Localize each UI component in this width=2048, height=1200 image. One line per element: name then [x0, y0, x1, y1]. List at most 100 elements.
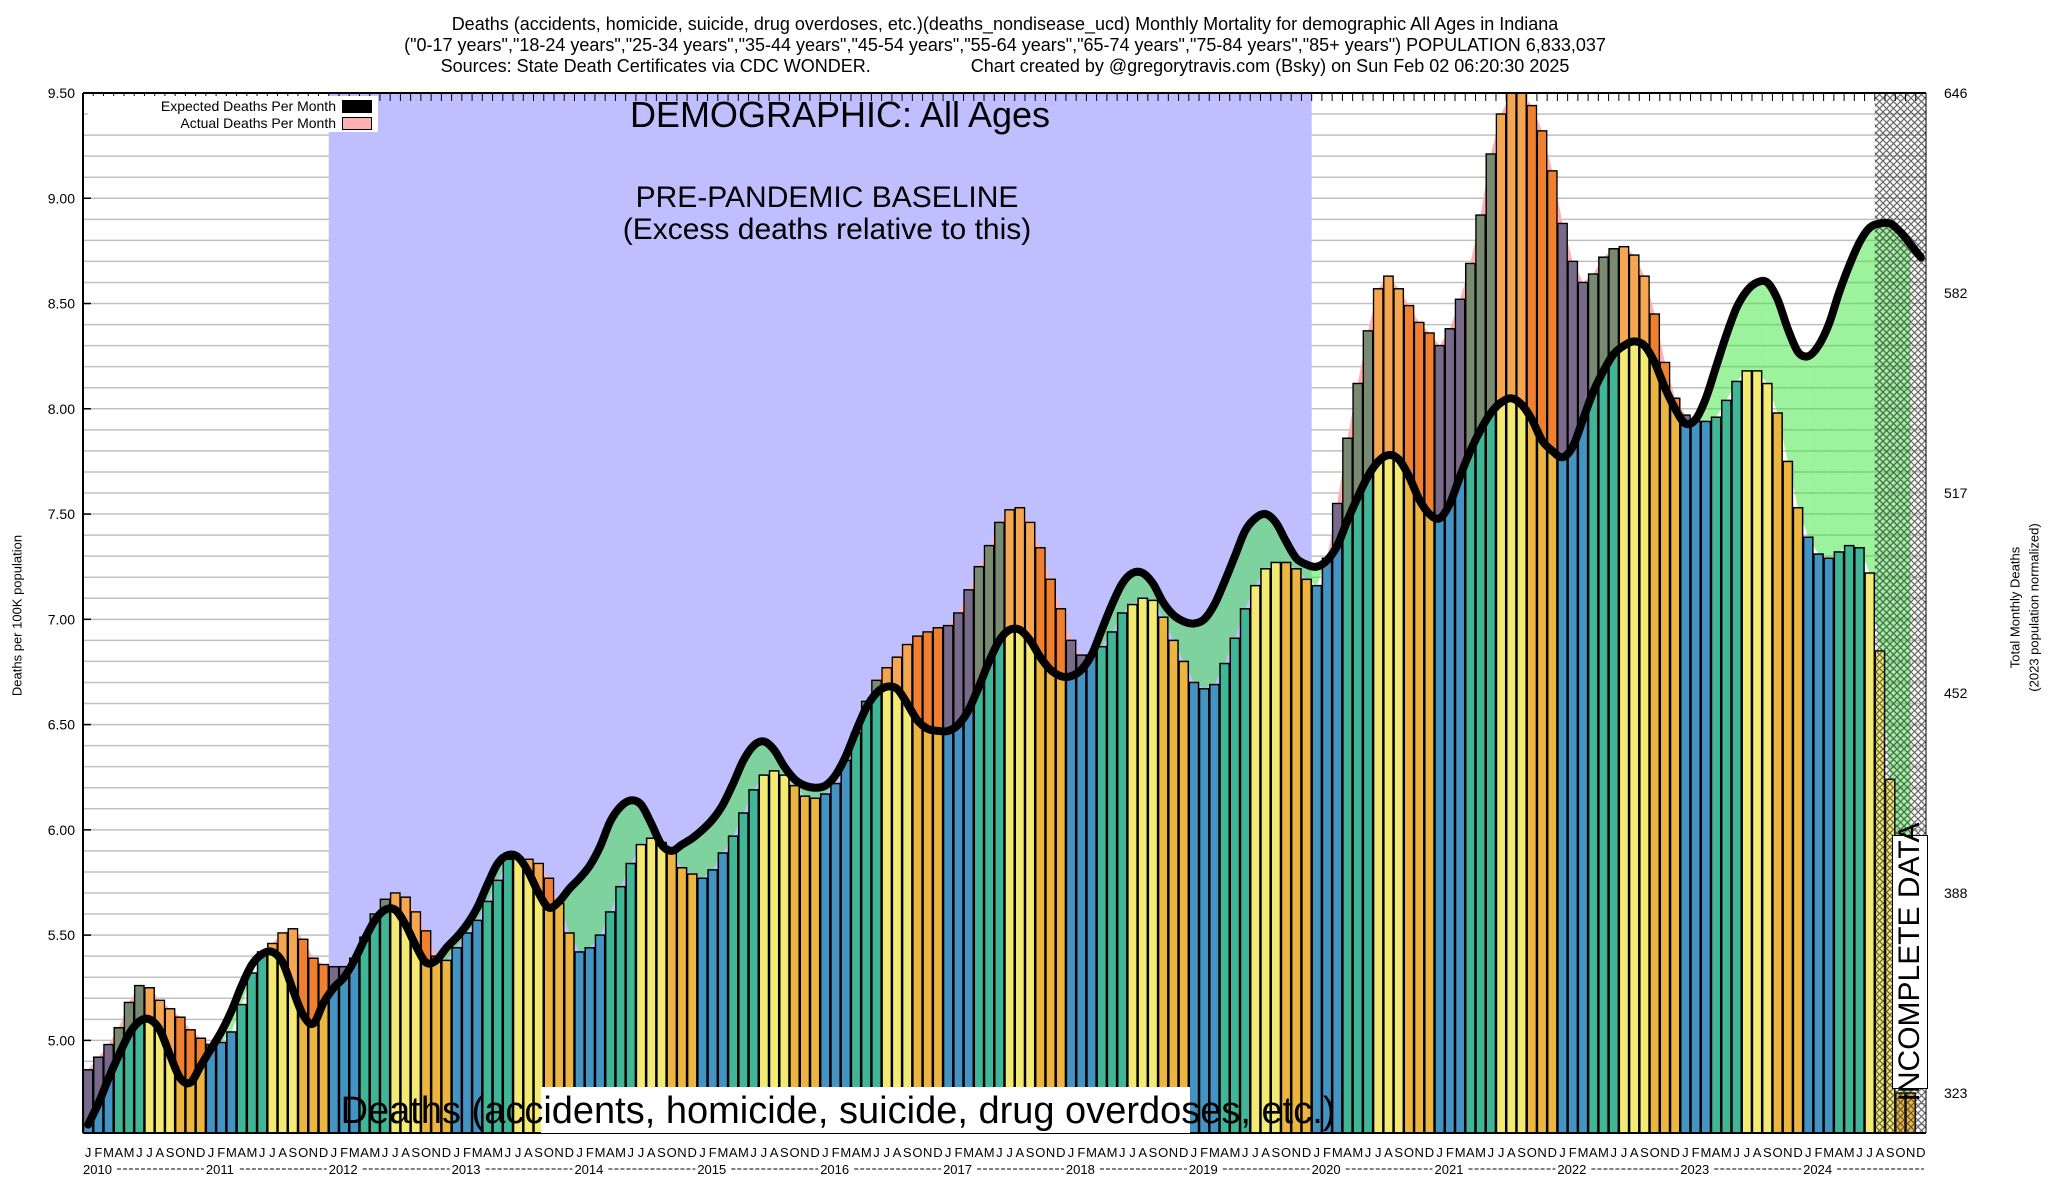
- bar-2023-3: [1700, 420, 1712, 1134]
- month-label: S: [1394, 1145, 1403, 1160]
- bar-excess-segment: [1364, 331, 1372, 477]
- deficit-area: [1193, 619, 1205, 689]
- month-label: N: [1906, 1145, 1915, 1160]
- baseline-title: PRE-PANDEMIC BASELINE: [635, 181, 1019, 214]
- month-label: M: [1844, 1145, 1855, 1160]
- bar-excess-segment: [288, 929, 297, 991]
- bar-excess-segment: [1589, 274, 1598, 393]
- bar-excess-segment: [319, 965, 328, 1004]
- month-label: J: [1682, 1145, 1689, 1160]
- deficit-area: [702, 819, 713, 879]
- month-label: A: [483, 1145, 492, 1160]
- month-label: O: [912, 1145, 922, 1160]
- month-label: N: [1292, 1145, 1301, 1160]
- month-label: J: [505, 1145, 512, 1160]
- deficit-area: [1183, 621, 1194, 683]
- deficit-area: [1859, 227, 1870, 573]
- month-label: J: [996, 1145, 1003, 1160]
- month-label: J: [1733, 1145, 1740, 1160]
- month-label: O: [1895, 1145, 1905, 1160]
- month-label: A: [237, 1145, 246, 1160]
- month-label: A: [647, 1145, 656, 1160]
- month-label: S: [903, 1145, 912, 1160]
- bar-2023-5: [1720, 399, 1732, 1134]
- month-label: N: [677, 1145, 686, 1160]
- left-tick-label: 5.00: [48, 1032, 75, 1048]
- deficit-area: [1798, 351, 1809, 538]
- month-label: M: [1209, 1145, 1220, 1160]
- month-label: F: [463, 1145, 471, 1160]
- bar-excess-segment: [1077, 655, 1086, 671]
- bar-excess-segment: [1067, 641, 1075, 677]
- deficit-area: [579, 865, 590, 952]
- bar-excess-segment: [1415, 323, 1424, 501]
- month-label: D: [933, 1145, 942, 1160]
- bar-excess-segment: [903, 645, 912, 705]
- month-label: O: [1650, 1145, 1660, 1160]
- bar-excess-segment: [1425, 333, 1434, 515]
- deficit-area: [692, 829, 703, 879]
- deficit-area: [1818, 324, 1829, 559]
- bar-2015-11: [799, 795, 811, 1134]
- month-label: M: [595, 1145, 606, 1160]
- bar-2024-1: [1802, 536, 1814, 1134]
- month-label: J: [945, 1145, 952, 1160]
- month-label: O: [1158, 1145, 1168, 1160]
- bar-excess-segment: [872, 681, 881, 694]
- month-label: F: [832, 1145, 840, 1160]
- month-label: J: [1252, 1145, 1259, 1160]
- deficit-area: [1808, 345, 1819, 555]
- bar-excess-segment: [1445, 329, 1454, 505]
- month-label: J: [1314, 1145, 1321, 1160]
- month-label: A: [1589, 1145, 1598, 1160]
- bar-excess-segment: [995, 523, 1004, 642]
- month-label: A: [1016, 1145, 1025, 1160]
- bar-excess-segment: [1568, 262, 1577, 448]
- month-label: M: [963, 1145, 974, 1160]
- month-label: N: [554, 1145, 563, 1160]
- bar-excess-segment: [1527, 106, 1536, 421]
- bar-excess-segment: [1405, 306, 1413, 477]
- month-label: J: [136, 1145, 143, 1160]
- month-label: J: [1488, 1145, 1495, 1160]
- month-label: F: [954, 1145, 962, 1160]
- right-axis-label-1: Total Monthly Deaths: [2007, 546, 2023, 669]
- month-label: M: [124, 1145, 135, 1160]
- bar-excess-segment: [125, 1003, 133, 1035]
- month-label: D: [1670, 1145, 1679, 1160]
- bar-2023-4: [1710, 416, 1722, 1134]
- bar-excess-segment: [923, 632, 932, 730]
- bar-excess-segment: [1497, 114, 1506, 404]
- month-label: A: [1507, 1145, 1516, 1160]
- bar-excess-segment: [1620, 247, 1628, 347]
- left-tick-label: 9.00: [48, 190, 75, 206]
- bar-excess-segment: [84, 1070, 93, 1126]
- year-label: 2017: [943, 1162, 972, 1177]
- bar-excess-segment: [1036, 548, 1045, 659]
- month-label: N: [186, 1145, 195, 1160]
- month-label: J: [1805, 1145, 1812, 1160]
- month-label: O: [298, 1145, 308, 1160]
- bar-2016-3: [840, 759, 852, 1134]
- year-label: 2024: [1803, 1162, 1832, 1177]
- deficit-area: [1255, 514, 1266, 586]
- month-label: A: [852, 1145, 861, 1160]
- month-label: A: [770, 1145, 779, 1160]
- bar-excess-segment: [135, 986, 144, 1023]
- year-label: 2015: [697, 1162, 726, 1177]
- incomplete-data-box: INCOMPLETE DATA: [1892, 823, 1928, 1101]
- month-label: A: [1712, 1145, 1721, 1160]
- deficit-area: [1849, 242, 1860, 548]
- month-label: D: [565, 1145, 574, 1160]
- month-label: S: [1149, 1145, 1158, 1160]
- month-label: M: [103, 1145, 114, 1160]
- bar-2024-3: [1823, 557, 1835, 1134]
- month-label: S: [1763, 1145, 1772, 1160]
- bar-2023-8: [1751, 370, 1763, 1134]
- month-label: O: [544, 1145, 554, 1160]
- bar-excess-segment: [1343, 439, 1352, 522]
- month-label: A: [115, 1145, 124, 1160]
- deficit-area: [1265, 514, 1276, 569]
- month-label: O: [175, 1145, 185, 1160]
- bar-excess-segment: [944, 626, 953, 732]
